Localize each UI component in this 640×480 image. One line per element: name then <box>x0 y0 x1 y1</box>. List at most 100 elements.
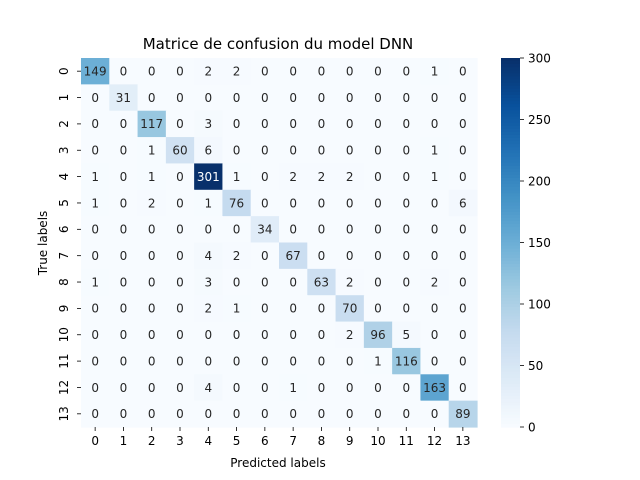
heatmap-cell <box>222 321 252 349</box>
heatmap-cell <box>165 58 195 85</box>
cell-value-label: 96 <box>370 328 385 342</box>
x-tick-label: 7 <box>289 434 297 448</box>
cell-value-label: 1 <box>233 170 241 184</box>
cell-value-label: 0 <box>289 196 297 210</box>
heatmap-cell <box>363 137 393 165</box>
cell-value-label: 0 <box>289 117 297 131</box>
heatmap-cell <box>420 58 450 85</box>
heatmap-cell <box>448 242 478 270</box>
x-tick-label: 2 <box>148 434 156 448</box>
colorbar-segment <box>501 159 520 164</box>
cell-value-label: 0 <box>233 275 241 289</box>
cell-value-label: 1 <box>148 170 156 184</box>
heatmap-cell <box>363 242 393 270</box>
colorbar-segment <box>501 150 520 154</box>
cell-value-label: 0 <box>346 91 354 105</box>
cell-value-label: 0 <box>431 354 439 368</box>
heatmap-cell <box>420 295 450 323</box>
heatmap-cell <box>165 84 195 112</box>
heatmap-cell <box>222 216 252 244</box>
colorbar-segment <box>501 279 520 284</box>
cell-value-label: 0 <box>261 144 269 158</box>
y-tick-label: 6 <box>57 225 71 233</box>
heatmap-cell <box>392 84 422 112</box>
cell-value-label: 0 <box>204 223 212 237</box>
colorbar-segment <box>501 402 520 407</box>
colorbar-segment <box>501 380 520 385</box>
heatmap-cell <box>194 321 224 349</box>
cell-value-label: 2 <box>233 64 241 78</box>
heatmap-cell <box>137 84 167 112</box>
colorbar-segment <box>501 165 520 170</box>
heatmap-cell <box>137 242 167 270</box>
cell-value-label: 4 <box>204 381 212 395</box>
heatmap-cell <box>279 189 308 217</box>
heatmap-cell <box>420 321 450 349</box>
heatmap-cell <box>279 400 308 428</box>
colorbar-segment <box>501 270 520 274</box>
heatmap-cell <box>109 321 139 349</box>
colorbar-segment <box>501 264 520 268</box>
cell-value-label: 0 <box>204 328 212 342</box>
cell-value-label: 0 <box>318 249 326 263</box>
cell-value-label: 0 <box>459 275 467 289</box>
cell-value-label: 89 <box>455 407 470 421</box>
colorbar-segment <box>501 131 520 136</box>
colorbar-segment <box>501 107 520 111</box>
colorbar-segment <box>501 331 520 336</box>
heatmap-cell <box>250 216 280 244</box>
cell-value-label: 0 <box>261 354 269 368</box>
colorbar-tick-label: 250 <box>528 113 551 127</box>
colorbar-segment <box>501 254 520 259</box>
colorbar-segment <box>501 122 520 127</box>
heatmap-cell <box>448 163 478 191</box>
cell-value-label: 0 <box>289 354 297 368</box>
cell-value-label: 0 <box>261 249 269 263</box>
cell-value-label: 0 <box>289 275 297 289</box>
colorbar-tick-label: 150 <box>528 236 551 250</box>
cell-value-label: 1 <box>204 196 212 210</box>
colorbar-segment <box>501 319 520 324</box>
heatmap-cell <box>109 189 139 217</box>
cell-value-label: 0 <box>91 144 99 158</box>
cell-value-label: 0 <box>233 91 241 105</box>
heatmap-cell <box>194 347 224 375</box>
colorbar-segment <box>501 144 520 148</box>
colorbar-segment <box>501 214 520 219</box>
cell-value-label: 0 <box>346 249 354 263</box>
heatmap-cell <box>448 216 478 244</box>
cell-value-label: 0 <box>120 249 128 263</box>
heatmap-cell <box>109 163 139 191</box>
cell-value-label: 0 <box>459 223 467 237</box>
colorbar-segment <box>501 196 520 201</box>
cell-value-label: 0 <box>176 91 184 105</box>
cell-value-label: 6 <box>459 196 467 210</box>
heatmap-cell <box>307 347 337 375</box>
colorbar-segment <box>501 91 520 96</box>
heatmap-cell <box>335 189 365 217</box>
cell-value-label: 0 <box>402 117 410 131</box>
cell-value-label: 0 <box>233 381 241 395</box>
colorbar-segment <box>501 374 520 379</box>
heatmap-cell <box>137 137 167 165</box>
cell-value-label: 0 <box>318 354 326 368</box>
colorbar-segment <box>501 291 520 296</box>
cell-value-label: 0 <box>459 117 467 131</box>
heatmap-cell <box>392 295 422 323</box>
cell-value-label: 60 <box>172 144 187 158</box>
cell-value-label: 0 <box>261 117 269 131</box>
colorbar-segment <box>501 199 520 204</box>
cell-value-label: 0 <box>204 91 212 105</box>
heatmap-cell <box>222 400 252 428</box>
cell-value-label: 0 <box>459 249 467 263</box>
heatmap-cell <box>363 268 393 296</box>
y-tick-label: 0 <box>57 67 71 75</box>
cell-value-label: 4 <box>204 249 212 263</box>
cell-value-label: 0 <box>148 249 156 263</box>
heatmap-cell <box>137 163 167 191</box>
heatmap-cell <box>420 400 450 428</box>
colorbar-segment <box>501 76 520 81</box>
heatmap-cell <box>392 163 422 191</box>
heatmap-cell <box>420 137 450 165</box>
heatmap-cell <box>307 58 337 85</box>
